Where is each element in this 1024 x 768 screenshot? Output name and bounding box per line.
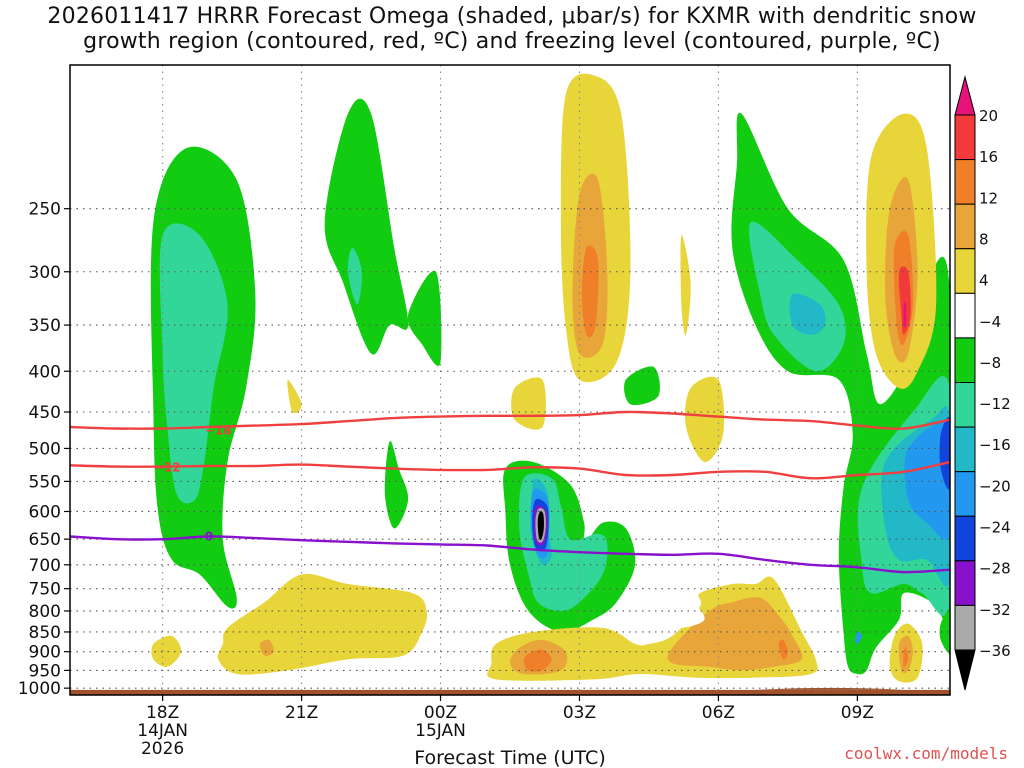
colorbar-box-2: [954, 159, 976, 205]
omega-region-41: [523, 649, 552, 672]
omega-region-22: [855, 631, 862, 645]
omega-region-38: [151, 635, 182, 667]
colorbar-label-8: −16: [979, 436, 1011, 454]
colorbar-box-12: [954, 604, 976, 651]
x-tick-label-00z-1: 15JAN: [415, 721, 466, 741]
y-tick-label-950: 950: [29, 661, 61, 681]
contour-dendritic-minus-18: [70, 410, 950, 430]
chart-title: 2026011417 HRRR Forecast Omega (shaded, …: [0, 4, 1024, 54]
x-tick-label-18z-0: 18Z: [146, 703, 179, 723]
x-tick-label-21z-0: 21Z: [285, 703, 318, 723]
terrain-bump: [755, 687, 904, 690]
omega-region-34: [898, 266, 911, 335]
omega-region-30: [287, 379, 302, 414]
omega-region-29: [684, 376, 725, 463]
omega-region-26: [581, 245, 599, 338]
y-tick-label-850: 850: [29, 623, 61, 643]
colorbar-box-3: [954, 203, 976, 250]
colorbar-label-1: 16: [979, 148, 998, 166]
x-tick-label-03z-0: 03Z: [563, 703, 596, 723]
y-tick-label-900: 900: [29, 643, 61, 663]
x-tick-label-00z-0: 00Z: [424, 703, 457, 723]
colorbar-label-9: −20: [979, 477, 1011, 495]
colorbar-label-2: 12: [979, 189, 998, 207]
chart-title-line-1: 2026011417 HRRR Forecast Omega (shaded, …: [47, 4, 977, 29]
y-tick-label-600: 600: [29, 502, 61, 522]
y-tick-label-550: 550: [29, 472, 61, 492]
omega-region-20: [904, 422, 950, 540]
colorbar-box-8: [954, 426, 976, 473]
omega-region-13: [537, 511, 544, 540]
colorbar-label-5: −4: [979, 313, 1001, 331]
y-tick-label-450: 450: [29, 403, 61, 423]
y-tick-label-700: 700: [29, 556, 61, 576]
y-tick-label-300: 300: [29, 263, 61, 283]
colorbar-box-4: [954, 248, 976, 294]
omega-shading: [150, 73, 950, 683]
y-tick-label-400: 400: [29, 362, 61, 382]
omega-region-43: [778, 639, 788, 660]
omega-region-14: [624, 366, 660, 406]
colorbar-label-7: −12: [979, 395, 1011, 413]
colorbar-box-9: [954, 471, 976, 517]
x-tick-label-18z-2: 2026: [141, 739, 184, 759]
colorbar-box-6: [954, 337, 976, 383]
colorbar-box-7: [954, 382, 976, 428]
x-tick-label-06z-0: 06Z: [702, 703, 735, 723]
omega-region-4: [407, 270, 442, 367]
colorbar-label-12: −32: [979, 601, 1011, 619]
omega-region-17: [789, 293, 826, 335]
y-tick-label-750: 750: [29, 580, 61, 600]
temperature-contours: −18 −12 0: [70, 410, 950, 574]
omega-region-3: [347, 247, 362, 305]
colorbar-box-10: [954, 515, 976, 562]
omega-region-5: [384, 440, 409, 529]
contour-label-dendritic-minus-18: −18: [205, 424, 232, 438]
omega-region-2: [324, 98, 409, 355]
omega-region-44: [661, 601, 705, 629]
colorbar-label-6: −8: [979, 354, 1001, 372]
chart-title-line-2: growth region (contoured, red, ºC) and f…: [83, 29, 941, 54]
y-axis: 2503003504004505005506006507007508008509…: [18, 200, 70, 699]
colorbar: 20 16 12 8 4 −4 −8 −12 −16 −20 −24 −28 −32 −36: [954, 75, 1011, 691]
omega-region-23: [939, 609, 950, 653]
colorbar-box-11: [954, 560, 976, 606]
colorbar-label-10: −24: [979, 519, 1011, 537]
y-tick-label-350: 350: [29, 316, 61, 336]
colorbar-label-4: 4: [979, 272, 989, 290]
colorbar-box-1: [954, 114, 976, 161]
colorbar-label-3: 8: [979, 230, 989, 248]
colorbar-box-5: [954, 292, 976, 339]
omega-region-37: [259, 639, 274, 656]
y-tick-label-650: 650: [29, 530, 61, 550]
colorbar-label-0: 20: [979, 107, 998, 125]
watermark-text: coolwx.com/models: [844, 744, 1008, 763]
plot-frame: [69, 64, 951, 696]
y-tick-label-250: 250: [29, 200, 61, 220]
omega-region-1: [159, 223, 228, 504]
contour-label-freezing-level-0: 0: [205, 529, 213, 543]
colorbar-top-triangle: [954, 75, 976, 116]
colorbar-label-11: −28: [979, 560, 1011, 578]
y-tick-label-1000: 1000: [18, 679, 61, 699]
colorbar-bottom-triangle: [954, 649, 976, 691]
terrain-layer: [70, 687, 950, 695]
contour-dendritic-minus-12: [70, 460, 950, 480]
omega-region-21: [939, 416, 950, 490]
contour-label-dendritic-minus-12: −12: [154, 460, 181, 474]
omega-region-27: [680, 235, 691, 336]
colorbar-label-13: −36: [979, 642, 1011, 660]
grid-lines: [70, 65, 950, 695]
x-tick-label-18z-1: 14JAN: [137, 721, 188, 741]
terrain-ground: [70, 689, 950, 695]
x-tick-label-09z-0: 09Z: [841, 703, 874, 723]
y-tick-label-500: 500: [29, 439, 61, 459]
omega-region-35: [903, 302, 907, 328]
x-axis-title: Forecast Time (UTC): [414, 747, 605, 768]
y-tick-label-800: 800: [29, 602, 61, 622]
omega-region-47: [903, 647, 909, 667]
contour-freezing-level-0: [70, 535, 950, 574]
